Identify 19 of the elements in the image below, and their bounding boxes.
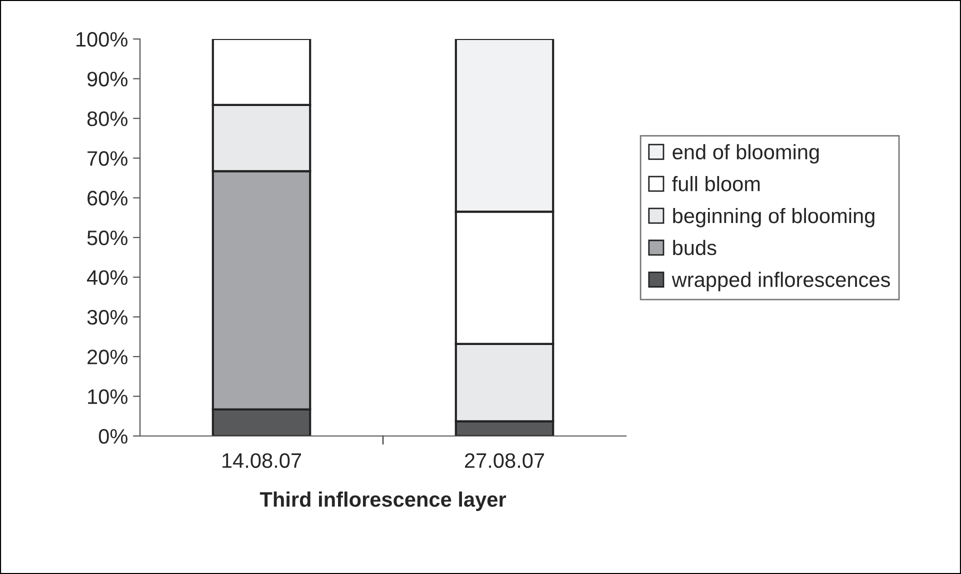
legend-label: end of blooming: [672, 144, 819, 164]
y-tick-label: 90%: [87, 72, 128, 86]
y-tick-label: 100%: [76, 32, 128, 47]
legend-label: wrapped inflorescences: [672, 272, 890, 292]
x-tick-label: 27.08.07: [465, 453, 544, 468]
x-tick-label: 14.08.07: [222, 453, 302, 468]
legend-label: full bloom: [672, 176, 760, 192]
x-axis-title: Third inflorescence layer: [260, 492, 506, 511]
y-tick-label: 40%: [86, 270, 128, 285]
y-tick-label: 70%: [88, 151, 128, 166]
legend-label: beginning of blooming: [673, 208, 874, 228]
y-tick-label: 50%: [87, 230, 128, 246]
y-tick-label: 80%: [87, 111, 128, 126]
y-tick-label: 20%: [88, 350, 128, 364]
y-tick-label: 30%: [87, 310, 128, 325]
y-tick-label: 10%: [88, 389, 128, 404]
legend-label: buds: [673, 240, 716, 256]
y-tick-label: 0%: [98, 429, 128, 444]
y-tick-label: 60%: [88, 190, 128, 206]
